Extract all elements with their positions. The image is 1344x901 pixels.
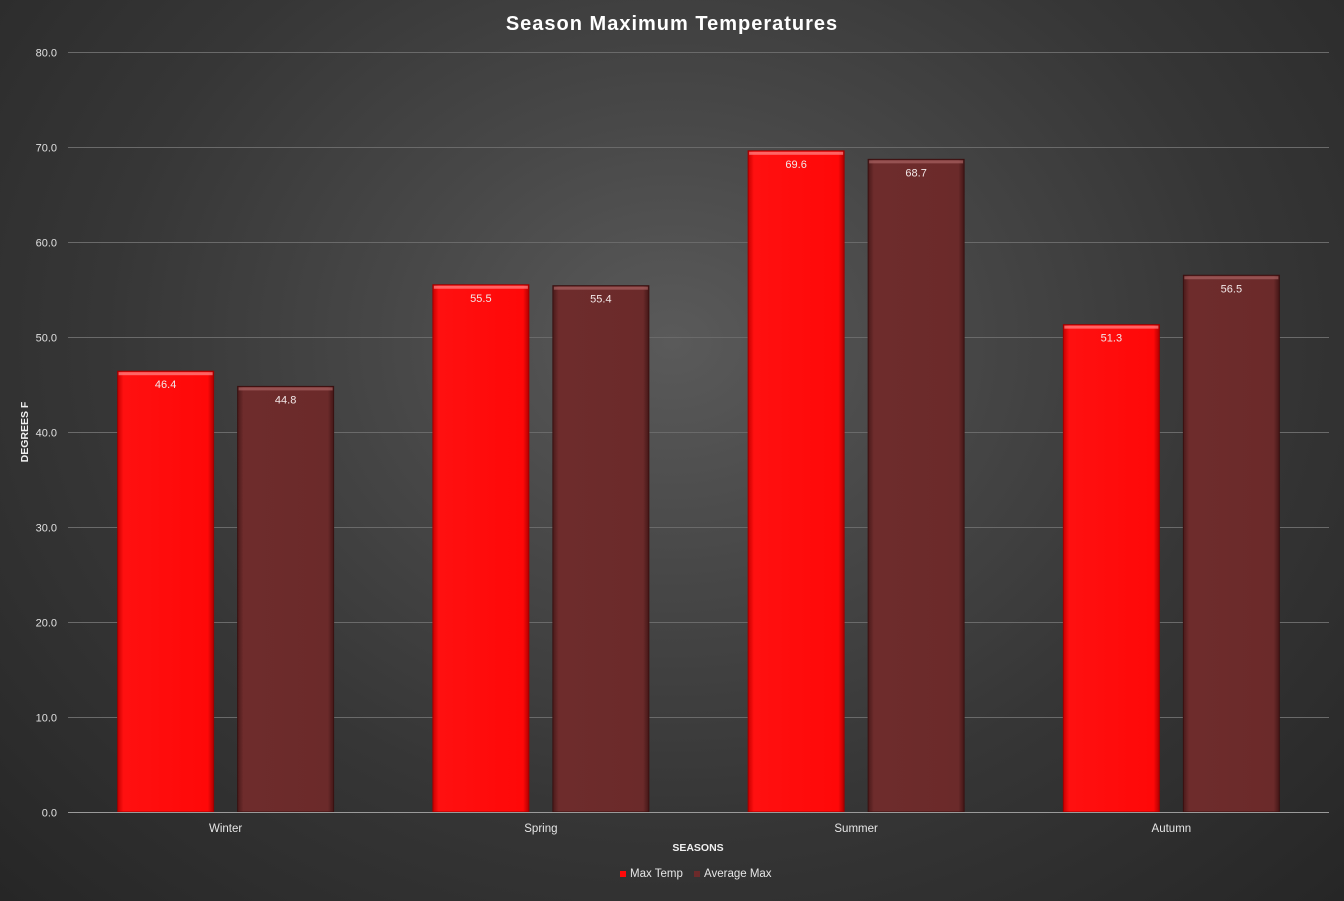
bar-highlight xyxy=(238,387,333,391)
data-label: 69.6 xyxy=(785,159,806,171)
y-tick-label: 10.0 xyxy=(36,713,57,725)
bar-highlight xyxy=(1064,325,1159,329)
y-tick-label: 60.0 xyxy=(36,238,57,250)
bar-average-max-autumn xyxy=(1182,274,1280,813)
data-label: 55.4 xyxy=(590,294,611,306)
data-label: 51.3 xyxy=(1101,333,1122,345)
chart-title: Season Maximum Temperatures xyxy=(506,13,838,35)
bar-max-temp-autumn xyxy=(1062,324,1160,813)
bar-highlight xyxy=(553,286,648,290)
data-label: 55.5 xyxy=(470,293,491,305)
y-tick-label: 50.0 xyxy=(36,333,57,345)
x-axis-categories: Winter Spring Summer Autumn xyxy=(209,823,1191,835)
data-label: 56.5 xyxy=(1221,283,1242,295)
data-label: 46.4 xyxy=(155,379,176,391)
bars xyxy=(117,150,1280,813)
legend: Max Temp Average Max xyxy=(620,868,772,880)
bar-max-temp-winter xyxy=(117,370,215,813)
legend-swatch xyxy=(620,871,626,877)
bar-average-max-winter xyxy=(237,385,335,813)
bar-average-max-summer xyxy=(867,158,965,813)
y-axis-ticks: 0.0 10.0 20.0 30.0 40.0 50.0 60.0 70.0 80.0 xyxy=(36,48,57,820)
x-tick-label: Autumn xyxy=(1152,823,1192,835)
y-tick-label: 20.0 xyxy=(36,618,57,630)
data-label: 68.7 xyxy=(905,167,926,179)
legend-label: Average Max xyxy=(704,868,772,880)
bar-max-temp-spring xyxy=(432,284,530,813)
bar-max-temp-summer xyxy=(747,150,845,813)
x-tick-label: Spring xyxy=(524,823,557,835)
bar-highlight xyxy=(433,285,528,289)
x-tick-label: Winter xyxy=(209,823,242,835)
y-axis-title: DEGREES F xyxy=(19,401,31,462)
bar-highlight xyxy=(869,160,964,164)
y-tick-label: 0.0 xyxy=(42,808,57,820)
y-tick-label: 80.0 xyxy=(36,48,57,60)
data-label: 44.8 xyxy=(275,394,296,406)
legend-swatch xyxy=(694,871,700,877)
x-axis-title: SEASONS xyxy=(672,842,723,854)
legend-label: Max Temp xyxy=(630,868,683,880)
bar-average-max-spring xyxy=(552,285,650,813)
data-labels: 46.4 44.8 55.5 55.4 69.6 68.7 51.3 56.5 xyxy=(155,159,1242,407)
y-tick-label: 30.0 xyxy=(36,523,57,535)
x-tick-label: Summer xyxy=(834,823,878,835)
bar-highlight xyxy=(749,151,844,155)
bar-highlight xyxy=(118,372,213,376)
bar-highlight xyxy=(1184,276,1279,280)
y-tick-label: 70.0 xyxy=(36,143,57,155)
y-tick-label: 40.0 xyxy=(36,428,57,440)
